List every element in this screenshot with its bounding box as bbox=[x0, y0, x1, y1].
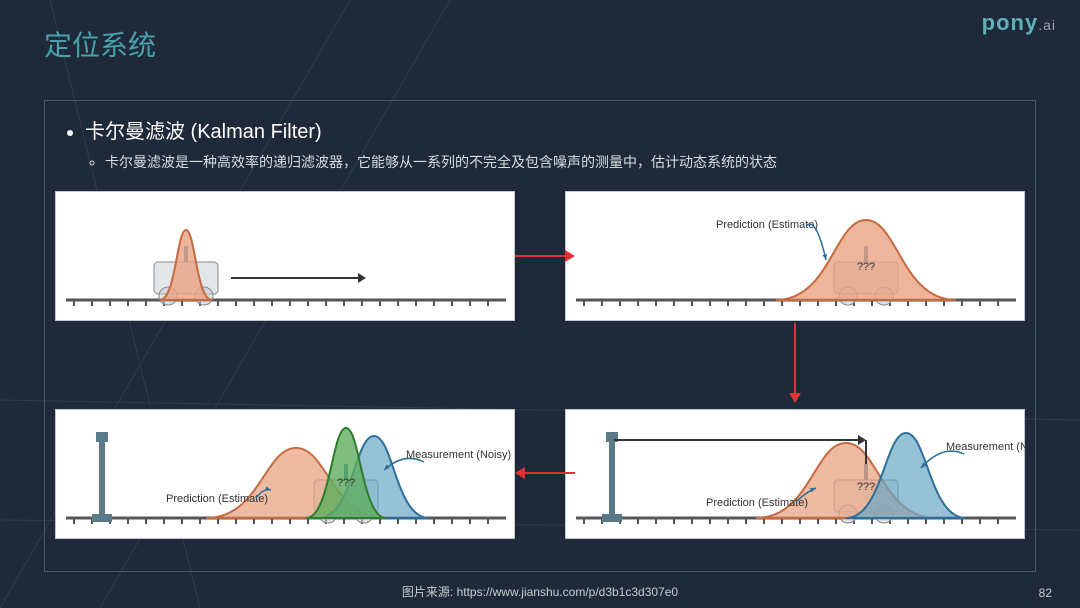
bullet-main: 卡尔曼滤波 (Kalman Filter) bbox=[85, 115, 1015, 144]
page-number: 82 bbox=[1039, 586, 1052, 600]
panel-bottom-right: ???Prediction (Estimate)Measurement (Noi… bbox=[565, 409, 1025, 539]
logo-suffix: .ai bbox=[1038, 17, 1056, 33]
svg-text:???: ??? bbox=[857, 261, 875, 273]
content-box: 卡尔曼滤波 (Kalman Filter) 卡尔曼滤波是一种高效率的递归滤波器，… bbox=[44, 100, 1036, 572]
flow-arrow-2 bbox=[785, 323, 805, 403]
logo-main: pony bbox=[982, 10, 1039, 35]
logo: pony.ai bbox=[982, 10, 1056, 36]
svg-text:???: ??? bbox=[857, 481, 875, 493]
svg-text:Measurement (Noisy): Measurement (Noisy) bbox=[406, 449, 511, 461]
svg-text:Prediction (Estimate): Prediction (Estimate) bbox=[706, 497, 808, 509]
panel-top-right: ??? Prediction (Estimate) bbox=[565, 191, 1025, 321]
svg-text:Prediction (Estimate): Prediction (Estimate) bbox=[716, 219, 818, 231]
svg-text:???: ??? bbox=[337, 477, 355, 489]
flow-arrow-1 bbox=[515, 246, 575, 266]
slide-title: 定位系统 bbox=[44, 24, 156, 64]
flow-arrow-3 bbox=[515, 463, 575, 483]
panel-bottom-left: ??? Prediction (Estimate) Measurement (Noi… bbox=[55, 409, 515, 539]
panel-grid: ??? Prediction (Estimate) ??? Prediction (… bbox=[45, 191, 1035, 563]
image-source: 图片来源: https://www.jianshu.com/p/d3b1c3d3… bbox=[0, 583, 1080, 600]
svg-text:Prediction (Estimate): Prediction (Estimate) bbox=[166, 493, 268, 505]
bullet-sub: 卡尔曼滤波是一种高效率的递归滤波器，它能够从一系列的不完全及包含噪声的测量中，估… bbox=[105, 152, 1015, 172]
panel-top-left bbox=[55, 191, 515, 321]
